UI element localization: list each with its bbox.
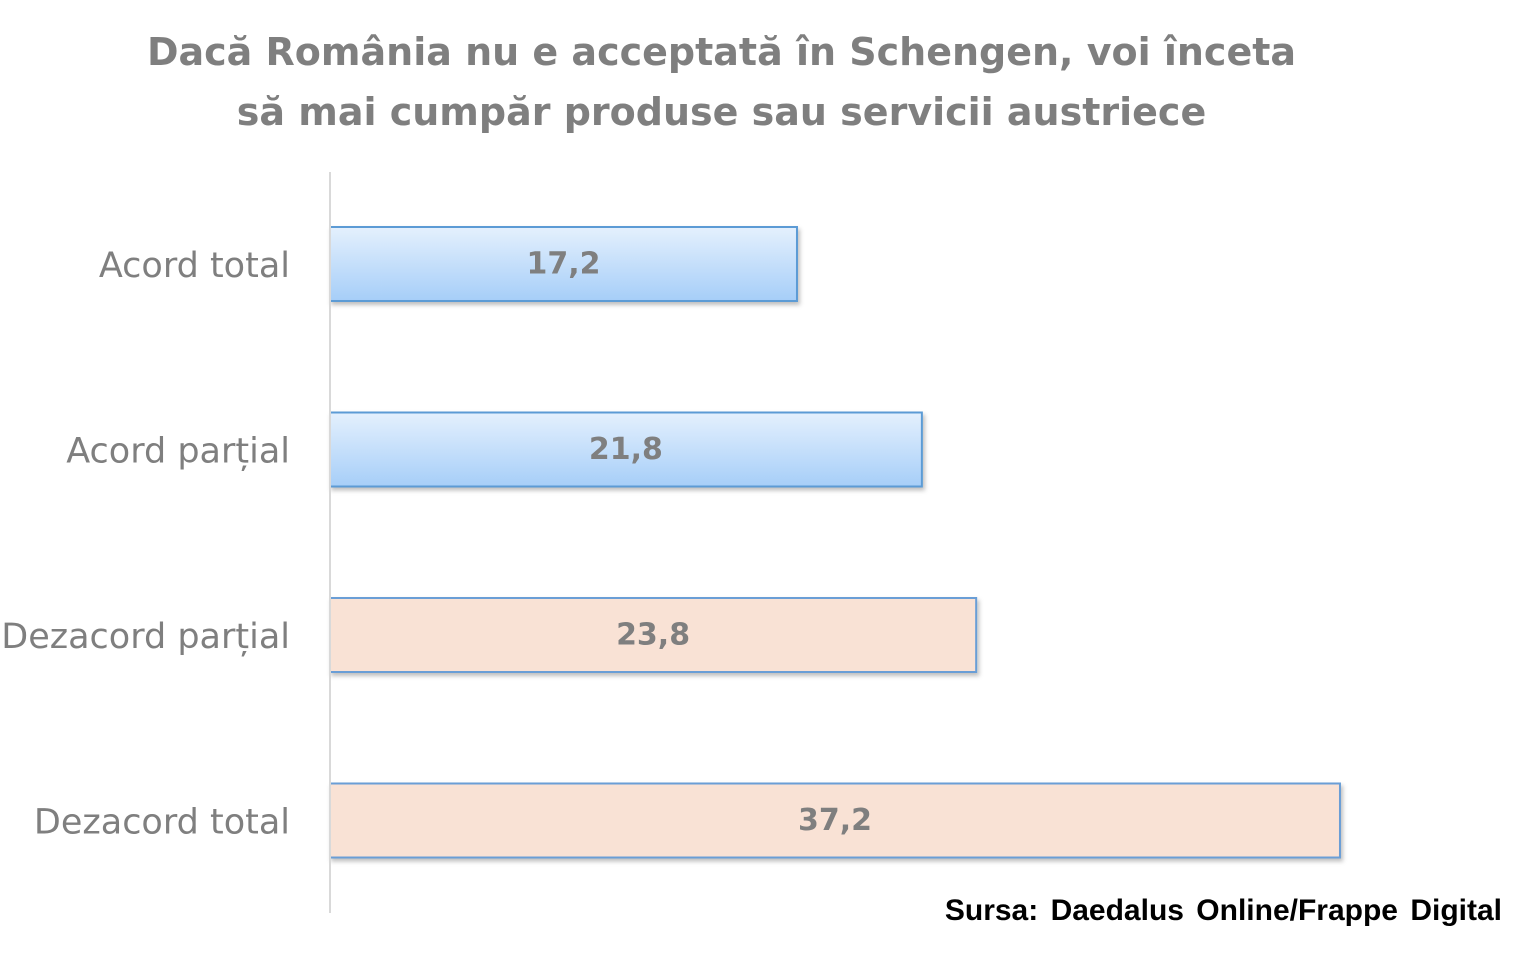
chart-title: Dacă România nu e acceptată în Schengen,… bbox=[0, 22, 1443, 142]
value-label-acord-total: 17,2 bbox=[526, 247, 600, 282]
value-label-acord-partial: 21,8 bbox=[589, 432, 663, 467]
category-label-acord-total: Acord total bbox=[99, 246, 290, 286]
chart-title-line-2: să mai cumpăr produse sau servicii austr… bbox=[236, 90, 1207, 134]
bar-dezacord-partial bbox=[329, 597, 978, 673]
bar-dezacord-total bbox=[329, 782, 1341, 859]
category-label-dezacord-total: Dezacord total bbox=[34, 803, 290, 843]
chart-title-line-1: Dacă România nu e acceptată în Schengen,… bbox=[146, 30, 1297, 74]
category-label-dezacord-partial: Dezacord parțial bbox=[1, 617, 290, 657]
value-label-dezacord-total: 37,2 bbox=[798, 803, 872, 838]
value-label-dezacord-partial: 23,8 bbox=[616, 618, 690, 653]
source-note: Sursa: Daedalus Online/Frappe Digital bbox=[944, 894, 1502, 927]
category-label-acord-partial: Acord parțial bbox=[66, 432, 290, 472]
labels-layer: 17,2 Acord total 21,8 Acord parțial 23,8 Deza… bbox=[1, 246, 872, 843]
bars-layer bbox=[329, 226, 1341, 859]
bar-acord-total bbox=[329, 226, 798, 302]
